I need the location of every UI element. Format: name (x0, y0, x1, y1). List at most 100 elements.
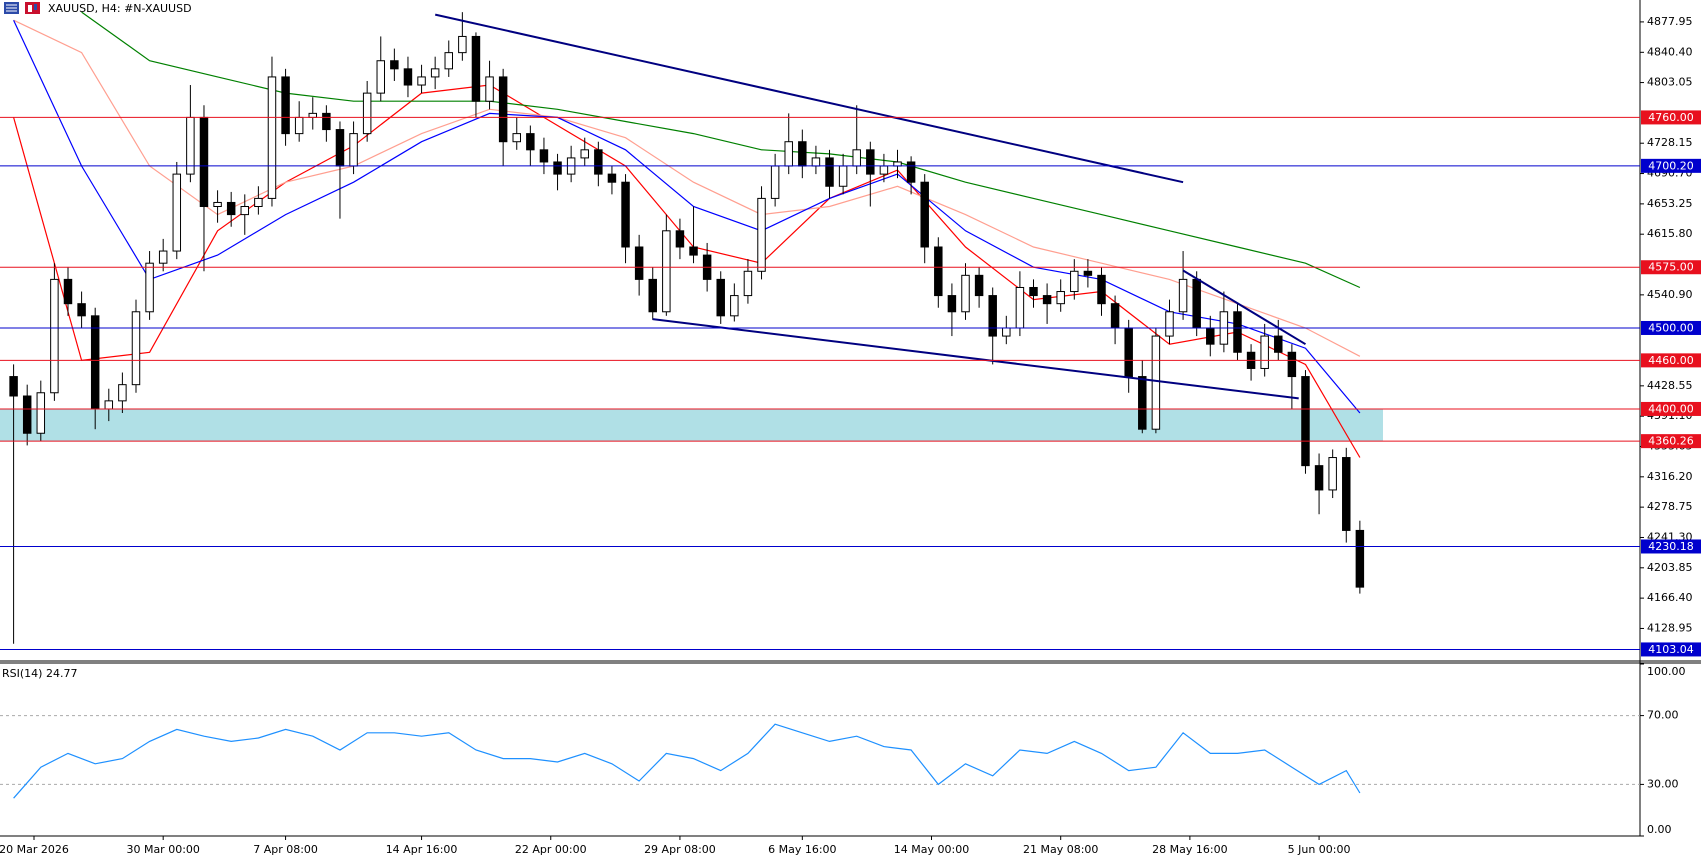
candle-body (852, 149, 861, 167)
candle-body (335, 129, 345, 167)
candle-body (22, 395, 32, 434)
candle-body (1002, 327, 1011, 337)
level-label: 4500.00 (1648, 321, 1694, 334)
y-tick-label: 4128.95 (1647, 621, 1693, 634)
candle-body (811, 157, 821, 167)
candle-body (36, 392, 46, 434)
moving-average (13, 19, 1361, 414)
candle-body (526, 133, 535, 151)
candle-body (1301, 376, 1310, 467)
candle-body (1274, 335, 1283, 353)
candle-body (1287, 351, 1297, 378)
y-tick-label: 4540.90 (1647, 288, 1693, 301)
trendline (652, 318, 1299, 400)
candle-body (213, 201, 222, 208)
candle-body (1042, 295, 1052, 305)
rsi-line (13, 723, 1361, 799)
candle-body (1138, 376, 1147, 430)
candle-body (512, 133, 521, 143)
candle-body (158, 250, 168, 264)
level-tag (1641, 320, 1701, 335)
x-tick-label: 14 Apr 16:00 (386, 843, 458, 856)
candle-body (553, 161, 562, 175)
candle-body (77, 303, 86, 317)
candle-body (444, 52, 453, 70)
candle-body (430, 68, 440, 78)
candle-body (1192, 278, 1201, 329)
level-label: 4400.00 (1648, 402, 1694, 415)
candle-body (1233, 311, 1242, 353)
x-tick-label: 30 Mar 00:00 (126, 843, 199, 856)
candle-body (458, 35, 467, 54)
candle-body (1124, 327, 1133, 378)
y-tick-label: 4166.40 (1647, 591, 1693, 604)
candle-body (784, 141, 793, 167)
candle-body (1206, 327, 1215, 345)
candle-body (730, 295, 739, 317)
chart-title: XAUUSD, H4: #N-XAUUSD (48, 2, 192, 15)
level-label: 4460.00 (1648, 354, 1694, 367)
candle-body (580, 149, 589, 159)
candle-body (1314, 465, 1324, 491)
candle-body (838, 165, 848, 187)
candle-body (607, 173, 617, 183)
candle-body (988, 295, 997, 337)
candle-body (226, 201, 236, 216)
level-tag (1641, 158, 1701, 173)
candle-body (417, 76, 426, 86)
icon-stroke (28, 5, 32, 12)
candle-body (662, 230, 671, 313)
x-tick-label: 22 Apr 00:00 (515, 843, 587, 856)
candle-body (267, 76, 277, 199)
candle-body (1342, 457, 1351, 531)
candle-body (961, 274, 970, 313)
candle-body (866, 149, 875, 175)
candle-body (1151, 335, 1161, 430)
level-tag (1641, 353, 1701, 368)
candle-body (145, 262, 154, 313)
x-tick-label: 6 May 16:00 (768, 843, 836, 856)
candle-body (716, 278, 725, 317)
candle-body (539, 149, 549, 163)
candle-body (498, 76, 508, 143)
moving-average (13, 19, 1361, 357)
y-tick-label: 70.00 (1647, 709, 1679, 722)
candle-body (1178, 278, 1188, 313)
toolbar-icons (4, 2, 40, 14)
candle-body (621, 181, 630, 248)
candle-body (879, 165, 889, 175)
candle-body (104, 400, 114, 410)
candle-body (825, 157, 834, 187)
candle-body (675, 230, 685, 248)
y-tick-label: 4840.40 (1647, 45, 1693, 58)
y-tick-label: 4615.80 (1647, 227, 1693, 240)
y-tick-label: 4803.05 (1647, 76, 1693, 89)
candle-body (63, 278, 73, 305)
level-tag (1641, 260, 1701, 275)
level-label: 4575.00 (1648, 261, 1694, 274)
support-zone (0, 408, 1383, 442)
x-tick-label: 5 Jun 00:00 (1288, 843, 1351, 856)
candle-body (294, 116, 304, 135)
candle-body (376, 60, 386, 94)
level-tag (1641, 434, 1701, 449)
level-tag (1641, 401, 1701, 416)
chart-icon[interactable] (25, 2, 40, 14)
candle-body (131, 311, 141, 386)
y-tick-label: 4428.55 (1647, 379, 1693, 392)
candle-body (974, 274, 984, 297)
candle-body (9, 376, 18, 397)
y-tick-label: 4653.25 (1647, 197, 1693, 210)
candle-body (199, 116, 209, 208)
candle-body (689, 246, 698, 256)
candle-body (403, 68, 413, 86)
candle-body (485, 76, 494, 102)
candle-body (390, 60, 399, 70)
candle-body (1110, 303, 1120, 329)
candle-body (1355, 529, 1365, 588)
candle-body (1260, 335, 1269, 369)
level-label: 4700.20 (1648, 159, 1694, 172)
trendline (1182, 269, 1307, 346)
candle-body (362, 92, 372, 135)
